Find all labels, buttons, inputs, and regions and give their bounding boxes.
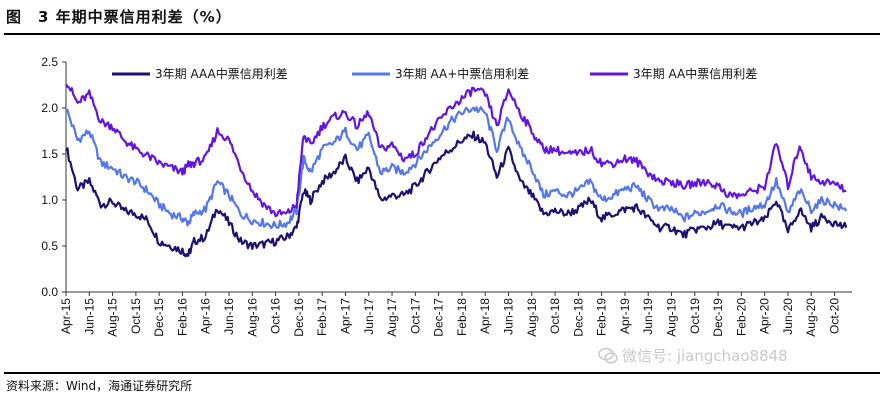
source-note: 资料来源：Wind，海通证券研究所 [6, 379, 193, 393]
title-divider [4, 33, 880, 35]
x-tick-label: Oct-16 [269, 298, 283, 334]
legend-label-1: 3年期 AAA中票信用利差 [155, 66, 288, 81]
x-tick-label: Aug-19 [665, 298, 679, 337]
chart-axes: 0.0 0.5 1.0 1.5 2.0 2.5 Apr-15 Jun-15 Aug-15 Oct-… [41, 55, 852, 337]
wechat-watermark: 微信号: jiangchao8848 [598, 345, 788, 366]
legend-label-3: 3年期 AA中票信用利差 [633, 66, 757, 81]
x-tick-label: Jun-20 [781, 298, 795, 335]
x-tick-label: Jun-18 [501, 298, 515, 335]
x-tick-label: Feb-17 [315, 298, 329, 336]
x-tick-label: Apr-16 [199, 298, 213, 334]
y-tick-label: 0.5 [41, 239, 58, 253]
x-tick-label: Dec-16 [292, 298, 306, 337]
legend-label-2: 3年期 AA+中票信用利差 [395, 66, 529, 81]
x-tick-label: Jun-15 [82, 298, 96, 335]
x-tick-label: Oct-15 [129, 298, 143, 334]
x-tick-label: Feb-16 [175, 298, 189, 336]
x-tick-label: Aug-17 [385, 298, 399, 337]
x-tick-label: Oct-20 [828, 298, 842, 334]
series-line-3 [65, 83, 847, 218]
x-tick-label: Jun-17 [362, 298, 376, 335]
series-line-2 [65, 106, 848, 230]
x-tick-label: Aug-20 [804, 298, 818, 337]
x-tick-label: Feb-19 [595, 298, 609, 336]
y-tick-label: 2.0 [41, 101, 58, 115]
series-line-1 [65, 130, 848, 258]
wechat-icon [598, 347, 618, 364]
y-tick-label: 1.0 [41, 193, 58, 207]
watermark-text: 微信号: jiangchao8848 [622, 347, 788, 365]
x-tick-label: Dec-18 [571, 298, 585, 337]
spread-chart: 0.0 0.5 1.0 1.5 2.0 2.5 Apr-15 Jun-15 Aug-15 Oct-… [41, 55, 852, 337]
x-tick-label: Apr-20 [758, 298, 772, 334]
x-tick-label: Dec-19 [711, 298, 725, 337]
x-tick-label: Feb-20 [734, 298, 748, 336]
y-tick-label: 1.5 [41, 147, 58, 161]
x-tick-label: Feb-18 [455, 298, 469, 336]
chart-legend: 3年期 AAA中票信用利差 3年期 AA+中票信用利差 3年期 AA中票信用利差 [112, 66, 757, 81]
y-tick-label: 2.5 [41, 55, 58, 69]
source-divider [4, 372, 880, 374]
x-tick-label: Apr-17 [338, 298, 352, 334]
y-tick-label: 0.0 [41, 285, 58, 299]
x-tick-label: Apr-19 [618, 298, 632, 334]
x-tick-label: Aug-15 [106, 298, 120, 337]
x-tick-label: Dec-15 [152, 298, 166, 337]
figure-title: 图 3 年期中票信用利差（%） [6, 8, 232, 26]
x-tick-label: Aug-16 [245, 298, 259, 337]
x-tick-label: Jun-19 [641, 298, 655, 335]
x-tick-label: Aug-18 [525, 298, 539, 337]
x-tick-label: Dec-17 [432, 298, 446, 337]
x-tick-label: Jun-16 [222, 298, 236, 335]
x-tick-label: Apr-18 [478, 298, 492, 334]
x-tick-label: Oct-19 [688, 298, 702, 334]
x-tick-label: Oct-17 [408, 298, 422, 334]
chart-series [65, 83, 848, 258]
x-tick-label: Apr-15 [59, 298, 73, 334]
x-tick-label: Oct-18 [548, 298, 562, 334]
